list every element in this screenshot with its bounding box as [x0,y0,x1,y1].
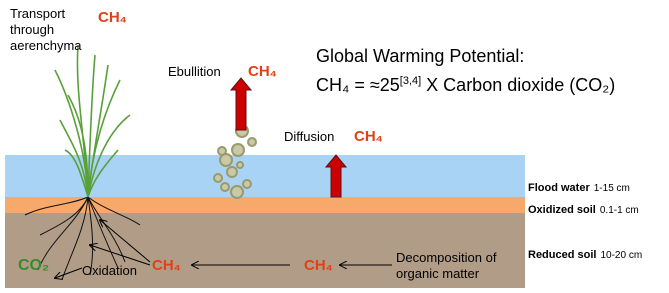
flood-water-layer [5,155,525,197]
diffusion-label: Diffusion [284,129,334,144]
label-line: through [10,22,54,37]
layer-label: Reduced soil 10-20 cm [528,249,642,261]
oxidation-label: Oxidation [82,263,137,278]
layer-depth: 0.1-1 cm [600,205,639,216]
page: Transport through aerenchyma CH₄ Ebullit… [0,0,669,288]
gas-label: CH₄ [152,257,181,274]
gwp-title: Global Warming Potential: [316,46,524,66]
co2-label: CO₂ [18,257,49,274]
gwp-formula: CH₄ = ≈25[3,4] X Carbon dioxide (CO₂) [316,75,615,95]
label-line: organic matter [396,266,480,281]
layer-depth: 1-15 cm [594,183,630,194]
label-line: Decomposition of [396,250,497,265]
plant-label: Transport through aerenchyma [10,6,82,53]
gas-label: CH₄ [98,9,127,26]
ebullition-label: Ebullition [168,64,221,79]
layer-depth: 10-20 cm [600,250,642,261]
citation: [3,4] [400,75,421,87]
gas-label: CH₄ [354,128,383,145]
ebullition-arrow [231,78,251,130]
formula-lhs: CH₄ = ≈25 [316,75,400,95]
label-line: aerenchyma [10,38,82,53]
label-line: Transport [10,6,66,21]
layer-name: Flood water [528,182,590,194]
gas-label: CH₄ [304,257,333,274]
diagram: Transport through aerenchyma CH₄ Ebullit… [0,0,669,288]
layer-name: Reduced soil [528,249,596,261]
formula-rhs: X Carbon dioxide (CO₂) [421,75,615,95]
layer-name: Oxidized soil [528,204,596,216]
gas-label: CH₄ [248,63,277,80]
layer-label: Flood water 1-15 cm [528,182,630,194]
layer-label: Oxidized soil 0.1-1 cm [528,204,639,216]
